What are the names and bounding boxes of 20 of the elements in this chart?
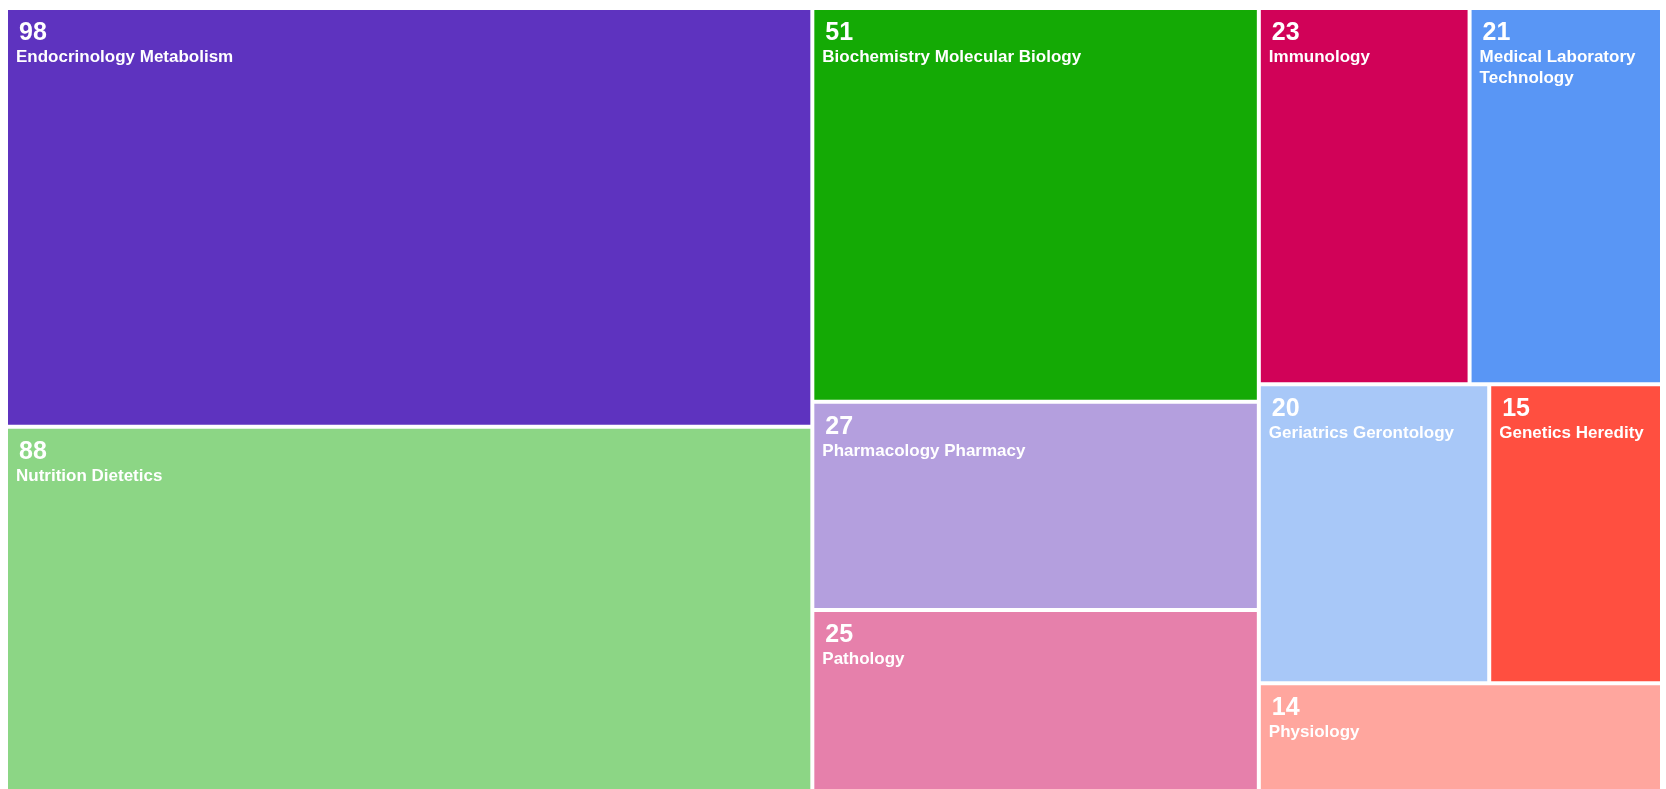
data-label: 20 (1271, 393, 1300, 422)
category-label: Geriatrics Gerontology (1268, 423, 1455, 443)
data-label: 27 (825, 410, 854, 439)
data-label: 98 (19, 17, 47, 45)
data-label: 14 (1271, 692, 1300, 721)
data-label: 25 (825, 619, 854, 648)
category-label: Nutrition Dietetics (16, 465, 163, 485)
data-label: 51 (825, 17, 854, 45)
category-label: Endocrinology Metabolism (16, 47, 234, 66)
data-label: 21 (1482, 17, 1511, 45)
category-label: Medical Laboratory Technology (1479, 47, 1636, 87)
category-label: Biochemistry Molecular Biology (822, 47, 1082, 66)
category-label: Genetics Heredity (1499, 423, 1645, 443)
category-label: Physiology (1268, 722, 1361, 742)
data-label: 23 (1271, 17, 1300, 45)
category-label: Immunology (1268, 47, 1371, 66)
category-label: Pharmacology Pharmacy (822, 440, 1027, 460)
category-label: Pathology (822, 649, 906, 669)
data-label: 15 (1502, 393, 1531, 422)
data-label: 88 (19, 435, 47, 464)
